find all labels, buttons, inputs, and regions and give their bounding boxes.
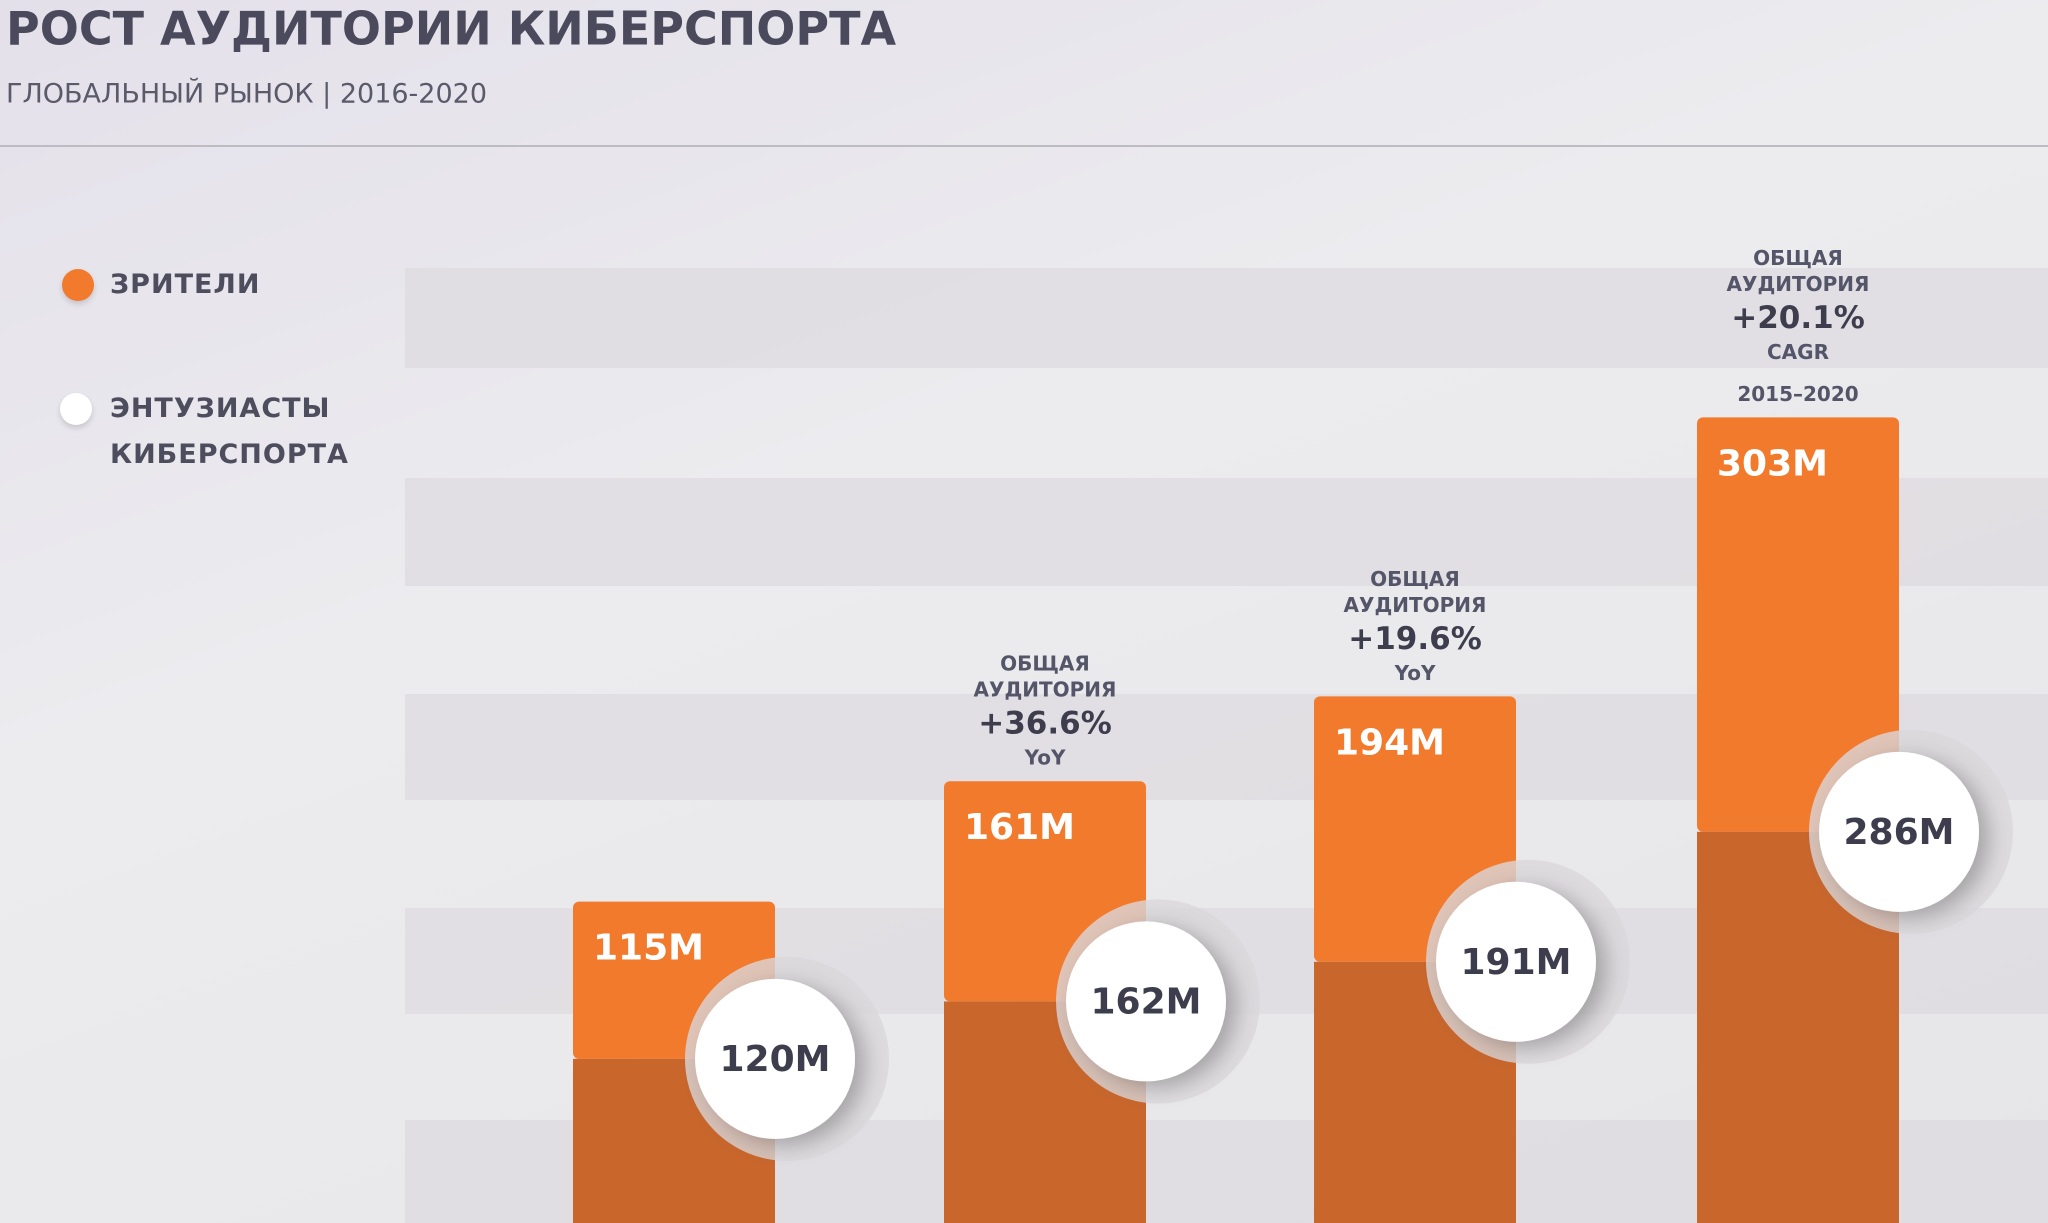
data-label: 120M [720, 1039, 831, 1080]
annotation: 2015–2020 [1737, 382, 1858, 406]
annotation: +20.1% [1731, 300, 1865, 336]
legend-label: ЗРИТЕЛИ [110, 269, 261, 300]
data-circle [1819, 751, 1979, 912]
annotation: +36.6% [978, 706, 1112, 742]
annotation: ОБЩАЯ [1000, 652, 1090, 676]
annotation: ОБЩАЯ [1753, 246, 1843, 270]
data-label: 194M [1334, 722, 1445, 763]
data-circle [695, 978, 855, 1139]
data-label: 303M [1717, 443, 1828, 484]
annotation: АУДИТОРИЯ [974, 678, 1117, 702]
annotation: YoY [1024, 746, 1066, 770]
bar-segment [1697, 417, 1899, 832]
chart-title: РОСТ АУДИТОРИИ КИБЕРСПОРТА [6, 2, 896, 56]
data-label: 161M [964, 807, 1075, 848]
annotation: YoY [1394, 661, 1436, 685]
data-label: 286M [1844, 812, 1955, 853]
annotation: CAGR [1767, 340, 1829, 364]
data-circle [1066, 921, 1226, 1082]
legend-swatch [60, 393, 92, 425]
annotation: +19.6% [1348, 621, 1482, 657]
legend-swatch [62, 269, 94, 301]
annotation: АУДИТОРИЯ [1344, 593, 1487, 617]
data-label: 191M [1461, 942, 1572, 983]
annotation: АУДИТОРИЯ [1727, 272, 1870, 296]
data-label: 115M [593, 928, 704, 969]
chart-subtitle: ГЛОБАЛЬНЫЙ РЫНОК | 2016-2020 [6, 78, 487, 110]
data-label: 162M [1091, 981, 1202, 1022]
legend-label: ЭНТУЗИАСТЫ КИБЕРСПОРТА [110, 393, 349, 470]
annotation: ОБЩАЯ [1370, 567, 1460, 591]
data-circle [1436, 881, 1596, 1042]
